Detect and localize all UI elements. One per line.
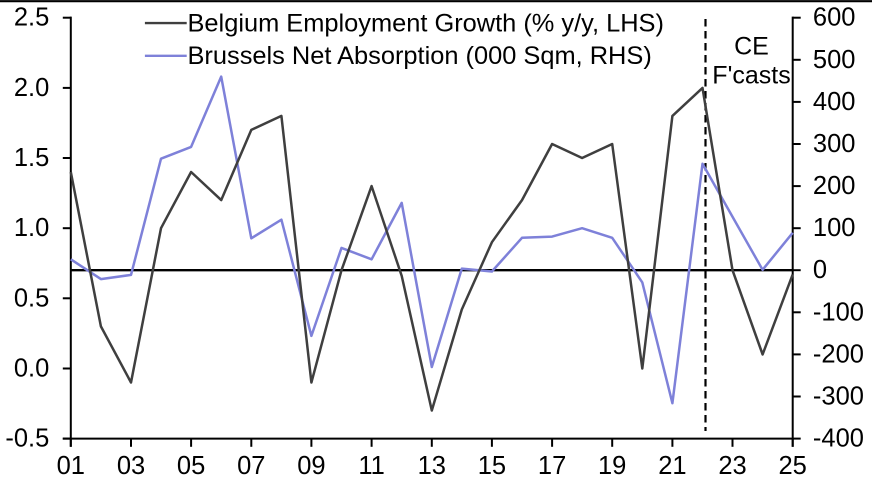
svg-text:Brussels Net Absorption (000 S: Brussels Net Absorption (000 Sqm, RHS) bbox=[188, 42, 652, 70]
svg-text:1.5: 1.5 bbox=[14, 144, 49, 172]
svg-text:19: 19 bbox=[598, 452, 626, 480]
svg-text:200: 200 bbox=[813, 172, 856, 200]
svg-text:-200: -200 bbox=[813, 340, 864, 368]
svg-text:-0.5: -0.5 bbox=[5, 425, 49, 453]
svg-text:0: 0 bbox=[813, 256, 827, 284]
svg-text:100: 100 bbox=[813, 214, 856, 242]
svg-text:11: 11 bbox=[358, 452, 384, 480]
svg-text:500: 500 bbox=[813, 46, 856, 74]
svg-text:07: 07 bbox=[237, 452, 265, 480]
svg-text:2.5: 2.5 bbox=[14, 4, 49, 32]
svg-text:25: 25 bbox=[779, 452, 807, 480]
svg-text:600: 600 bbox=[813, 4, 856, 32]
svg-text:13: 13 bbox=[418, 452, 446, 480]
svg-text:21: 21 bbox=[658, 452, 686, 480]
svg-text:-300: -300 bbox=[813, 383, 864, 411]
svg-text:03: 03 bbox=[117, 452, 145, 480]
svg-text:CE: CE bbox=[734, 33, 769, 61]
svg-text:0.0: 0.0 bbox=[14, 355, 49, 383]
svg-text:17: 17 bbox=[538, 452, 566, 480]
svg-text:09: 09 bbox=[297, 452, 325, 480]
svg-text:F'casts: F'casts bbox=[712, 61, 790, 89]
svg-text:300: 300 bbox=[813, 130, 856, 158]
svg-text:2.0: 2.0 bbox=[14, 74, 49, 102]
svg-text:01: 01 bbox=[57, 452, 85, 480]
svg-text:400: 400 bbox=[813, 88, 856, 116]
svg-text:-400: -400 bbox=[813, 425, 864, 453]
svg-text:-100: -100 bbox=[813, 298, 864, 326]
svg-text:Belgium Employment Growth (% y: Belgium Employment Growth (% y/y, LHS) bbox=[188, 10, 664, 38]
svg-text:05: 05 bbox=[177, 452, 205, 480]
svg-text:23: 23 bbox=[718, 452, 746, 480]
svg-text:15: 15 bbox=[478, 452, 506, 480]
svg-text:0.5: 0.5 bbox=[14, 284, 49, 312]
svg-text:1.0: 1.0 bbox=[14, 214, 49, 242]
